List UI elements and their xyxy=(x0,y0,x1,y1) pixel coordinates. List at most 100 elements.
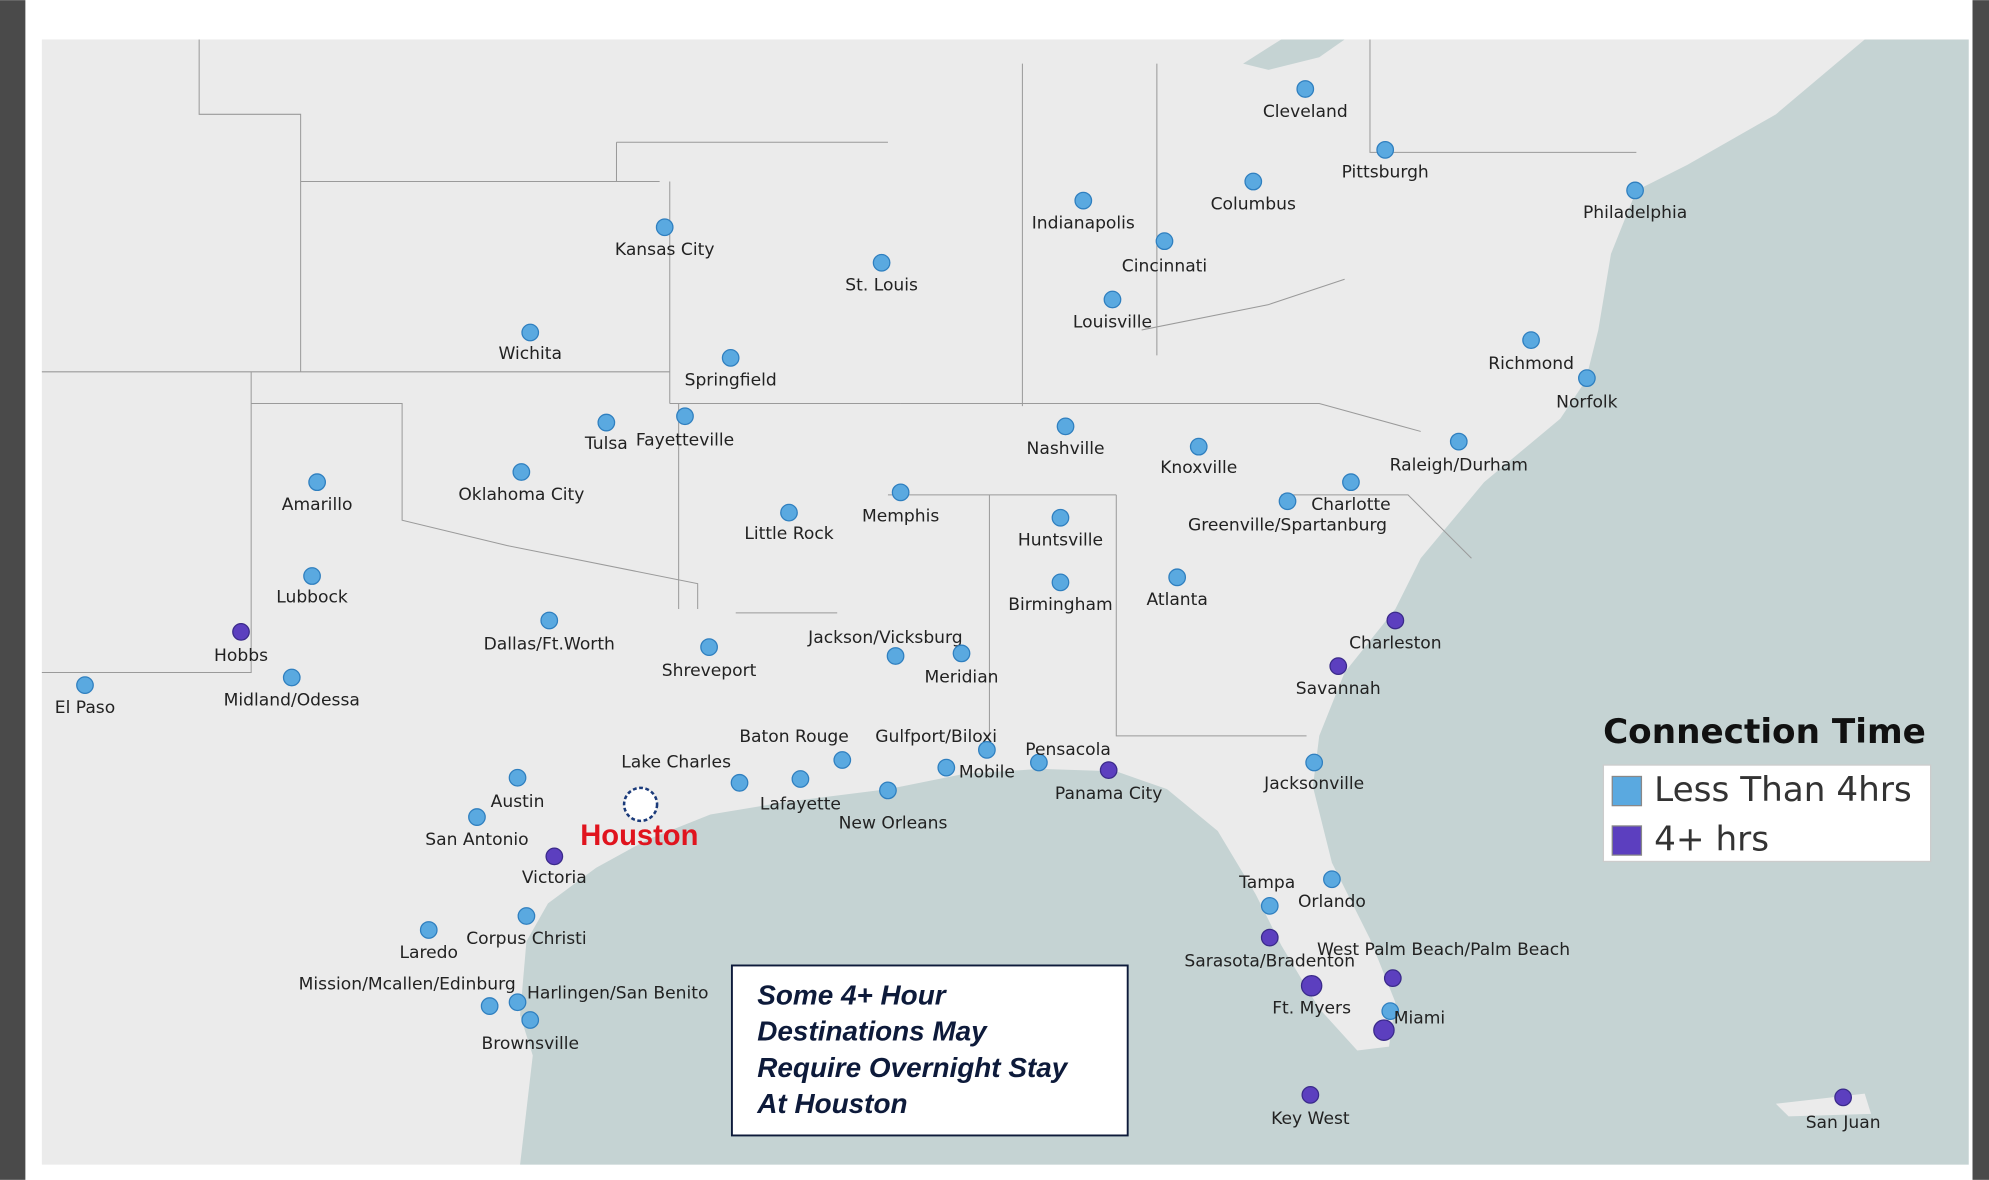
city-dot xyxy=(1278,492,1297,511)
city-dot xyxy=(978,740,996,759)
city-dot xyxy=(1449,432,1468,451)
city-label: Raleigh/Durham xyxy=(1390,456,1528,476)
city-label: Victoria xyxy=(522,868,587,888)
hub: Houston xyxy=(580,786,698,852)
city-label: Tampa xyxy=(1238,873,1295,893)
side-strip xyxy=(1972,0,1989,1180)
city-label: Cincinnati xyxy=(1122,257,1207,277)
city-label: Atlanta xyxy=(1146,590,1207,610)
city-dot xyxy=(1051,573,1070,592)
city-label: Cleveland xyxy=(1263,102,1348,122)
city-label: Corpus Christi xyxy=(466,929,586,949)
city-dot xyxy=(1834,1088,1853,1107)
city-label: Harlingen/San Benito xyxy=(527,983,708,1003)
note-line: Destinations May xyxy=(757,1016,988,1047)
city-label: Louisville xyxy=(1073,312,1152,332)
city-label: Mission/Mcallen/Edinburg xyxy=(299,975,516,995)
city-dot xyxy=(1051,508,1070,527)
city-dot xyxy=(521,1011,540,1029)
city-label: Gulfport/Biloxi xyxy=(875,727,997,747)
city-dot xyxy=(886,647,905,665)
city-label: San Juan xyxy=(1806,1113,1881,1133)
city-label: Oklahoma City xyxy=(458,485,584,505)
legend-label: 4+ hrs xyxy=(1654,820,1769,860)
city-dot xyxy=(655,218,674,237)
city-dot xyxy=(419,921,438,939)
city-dot xyxy=(1329,657,1348,675)
city-dot xyxy=(76,676,94,695)
city-dot xyxy=(1155,232,1174,251)
city-dot xyxy=(540,611,559,630)
city-label: Tulsa xyxy=(584,434,628,454)
city-dot xyxy=(308,473,327,492)
city-dot xyxy=(1103,290,1122,309)
hub-logo xyxy=(622,786,659,823)
city-dot xyxy=(232,622,250,641)
city-label: Orlando xyxy=(1298,892,1366,912)
city-label: Columbus xyxy=(1211,194,1296,214)
city-dot xyxy=(700,638,718,656)
city-dot xyxy=(780,503,798,522)
legend-label: Less Than 4hrs xyxy=(1654,770,1912,810)
note: Some 4+ Hour Destinations May Require Over… xyxy=(730,964,1129,1137)
city-label: Charlotte xyxy=(1311,495,1390,515)
city-dot xyxy=(1260,928,1279,947)
city-dot xyxy=(1578,369,1596,388)
city-dot xyxy=(480,997,499,1015)
city-dot xyxy=(1323,870,1341,889)
city-label: Memphis xyxy=(862,506,939,526)
city-label: Richmond xyxy=(1488,354,1574,374)
city-dot xyxy=(1373,1019,1395,1041)
legend-box xyxy=(1602,764,1932,863)
city-label: Pittsburgh xyxy=(1342,163,1429,183)
city-dot xyxy=(1522,331,1540,349)
city-dot xyxy=(833,751,852,769)
city-label: Norfolk xyxy=(1556,392,1618,412)
city-label: Miami xyxy=(1394,1009,1445,1029)
city-dot xyxy=(1626,181,1644,200)
city-dot xyxy=(791,770,810,788)
city-label: Charleston xyxy=(1349,633,1442,653)
city-label: Little Rock xyxy=(744,524,833,544)
city-dot xyxy=(1260,896,1279,915)
city-dot xyxy=(872,253,891,272)
city-dot xyxy=(1300,974,1323,997)
city-dot xyxy=(1244,172,1263,191)
city-dot xyxy=(282,668,301,687)
city-label: Kansas City xyxy=(615,240,715,260)
city-dot xyxy=(521,323,540,342)
city-dot xyxy=(517,907,536,925)
city-dot xyxy=(1383,969,1402,988)
city-dot xyxy=(545,847,564,866)
city-label: Lubbock xyxy=(276,588,348,608)
city-dot xyxy=(1030,753,1048,772)
city-dot xyxy=(1342,473,1360,492)
city-dot xyxy=(730,773,749,792)
city-label: Brownsville xyxy=(481,1034,579,1054)
city-label: Mobile xyxy=(959,763,1015,783)
city-label: Philadelphia xyxy=(1583,203,1687,223)
city-label: Shreveport xyxy=(662,661,757,681)
city-dot xyxy=(1381,1002,1400,1021)
city-dot xyxy=(952,644,971,663)
city-label: Knoxville xyxy=(1160,458,1237,478)
city-label: Austin xyxy=(491,792,545,812)
city-label: Ft. Myers xyxy=(1272,999,1351,1019)
city-dot xyxy=(1099,761,1118,780)
city-dot xyxy=(1189,437,1208,456)
city-label: Midland/Odessa xyxy=(224,690,360,710)
city-dot xyxy=(597,413,616,432)
city-label: Meridian xyxy=(925,668,999,688)
note-line: At Houston xyxy=(756,1088,907,1119)
city-dot xyxy=(303,567,321,585)
city-label: Lafayette xyxy=(760,794,841,814)
city-label: Pensacola xyxy=(1025,740,1111,760)
city-dot xyxy=(1296,80,1315,98)
city-dot xyxy=(879,781,897,800)
side-strip xyxy=(0,0,26,1180)
sea xyxy=(520,39,1969,1165)
city-dot xyxy=(891,483,910,502)
cities: Cleveland Pittsburgh Philadelphia Columbus I… xyxy=(55,80,1881,1133)
